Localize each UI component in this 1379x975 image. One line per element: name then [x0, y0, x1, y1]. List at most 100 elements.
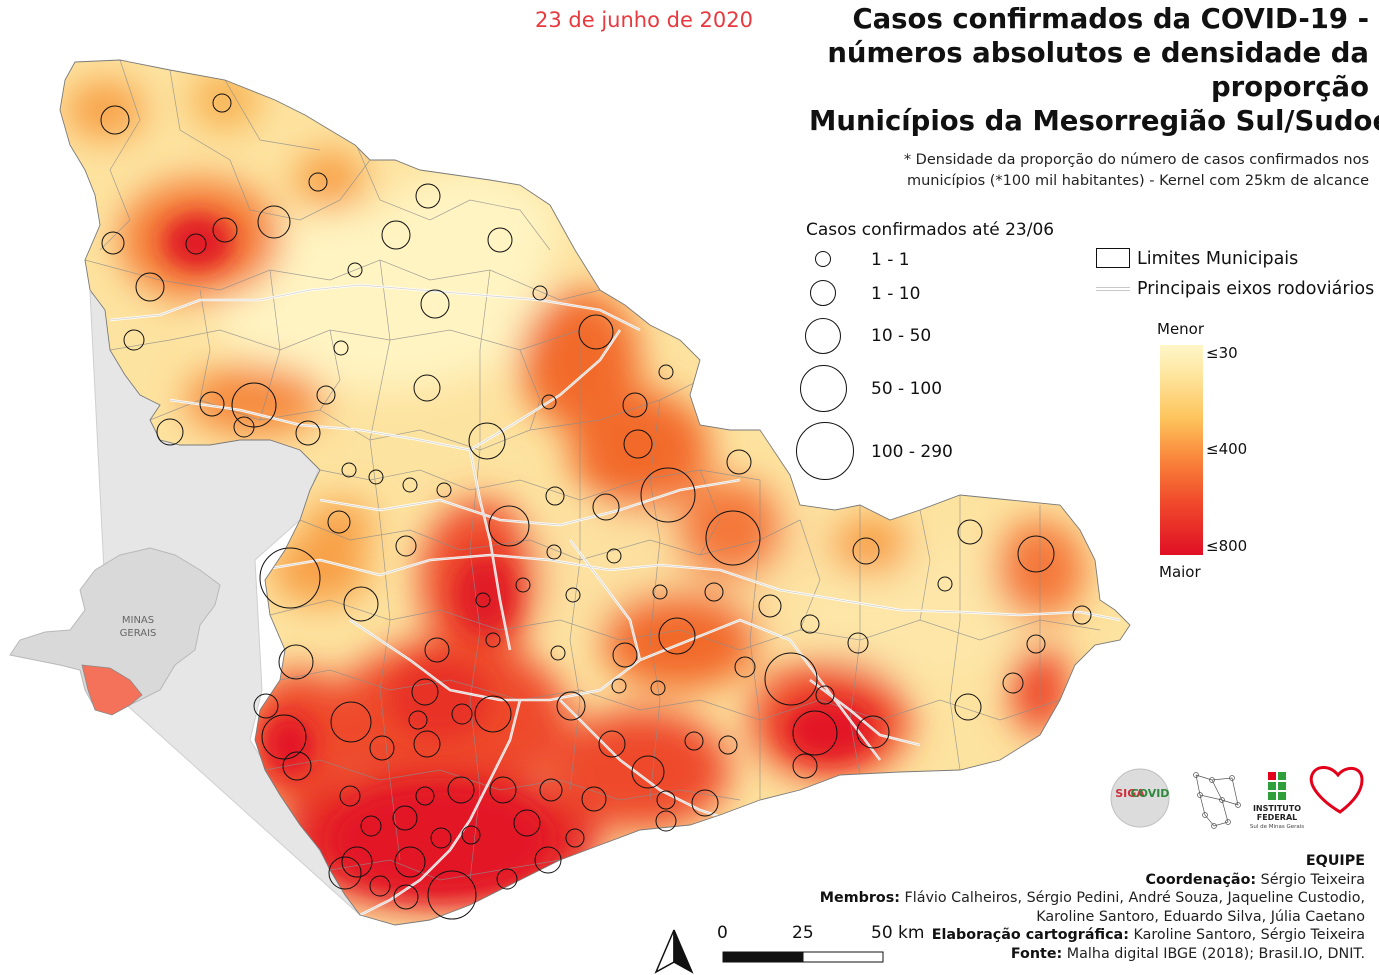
case-circle — [550, 645, 566, 661]
case-circle — [1072, 605, 1092, 625]
case-circle — [402, 477, 418, 493]
region-highlight — [81, 664, 143, 716]
case-circle — [308, 172, 328, 192]
case-circle — [436, 482, 452, 498]
ramp-break-label: ≤30 — [1206, 344, 1238, 362]
case-circle — [278, 644, 314, 680]
case-circle — [420, 289, 450, 319]
case-circle — [598, 730, 626, 758]
case-circle — [578, 314, 614, 350]
case-circle — [565, 828, 585, 848]
title-line: proporção — [1210, 71, 1369, 103]
carto-value: Karoline Santoro, Sérgio Teixeira — [1128, 927, 1365, 944]
map-title: Casos confirmados da COVID-19 - números … — [809, 2, 1379, 138]
case-circle — [606, 548, 622, 564]
case-circle — [691, 789, 719, 817]
case-circle — [545, 486, 565, 506]
network-logo — [1193, 772, 1241, 829]
case-circle — [704, 582, 724, 602]
case-circle — [327, 510, 351, 534]
case-circle — [411, 678, 439, 706]
case-circle — [705, 510, 761, 566]
density-color-ramp — [1160, 345, 1203, 555]
case-circle — [369, 735, 395, 761]
legend-circle-100-290 — [796, 422, 854, 480]
members-value-cont: Karoline Santoro, Eduardo Silva, Júlia C… — [1036, 908, 1365, 925]
case-circle — [556, 691, 586, 721]
coord-value: Sérgio Teixeira — [1256, 871, 1365, 888]
scale-label: 0 — [717, 923, 728, 943]
case-circle — [656, 790, 676, 810]
case-circle — [726, 449, 752, 475]
case-circle — [430, 827, 452, 849]
case-circle — [792, 753, 818, 779]
case-circle — [539, 778, 563, 802]
case-circle — [541, 394, 557, 410]
team-credits: EQUIPE Coordenação: Sérgio Teixeira Memb… — [805, 852, 1365, 964]
case-circle — [156, 418, 184, 446]
case-circle — [937, 576, 953, 592]
team-header: EQUIPE — [1305, 853, 1365, 869]
legend-class-label: 100 - 290 — [871, 442, 953, 462]
case-circle — [212, 217, 238, 243]
region-outline — [59, 59, 1131, 926]
legend-class-label: 1 - 1 — [871, 250, 910, 270]
case-circle — [123, 329, 145, 351]
case-circle — [368, 469, 384, 485]
source-value: Malha digital IBGE (2018); Brasil.IO, DN… — [1062, 945, 1365, 962]
case-circle — [496, 868, 518, 890]
case-circle — [764, 652, 818, 706]
case-circle — [427, 870, 477, 920]
case-circle — [684, 731, 704, 751]
case-circle — [185, 233, 207, 255]
case-circle — [652, 584, 668, 600]
institute-logo-text: FEDERAL — [1257, 813, 1297, 822]
case-circle — [734, 656, 756, 678]
legend-circle-1-1 — [815, 251, 831, 267]
case-circle — [468, 422, 506, 460]
ramp-break-label: ≤800 — [1206, 537, 1248, 555]
members-label: Membros: — [819, 890, 900, 907]
institute-logo-text: INSTITUTO — [1253, 804, 1301, 813]
case-circle — [424, 637, 450, 663]
case-circle — [316, 385, 336, 405]
title-line: Casos confirmados da COVID-19 - — [852, 3, 1369, 35]
case-circle — [487, 227, 513, 253]
case-circle — [611, 678, 627, 694]
case-circle — [658, 617, 696, 655]
municipal-limits-label: Limites Municipais — [1137, 249, 1299, 269]
case-circle — [474, 695, 512, 733]
case-circle — [1002, 672, 1024, 694]
case-circle — [101, 231, 125, 255]
case-circle — [257, 205, 291, 239]
case-circle — [581, 786, 607, 812]
legend-class-label: 1 - 10 — [871, 284, 921, 304]
source-label: Fonte: — [1010, 945, 1063, 962]
case-circle — [485, 632, 501, 648]
covid-logo-text: COVID — [1131, 787, 1170, 800]
case-circle — [199, 391, 225, 417]
case-circle — [447, 776, 475, 804]
case-circle — [534, 846, 562, 874]
case-circle — [622, 392, 648, 418]
municipal-limits-swatch — [1096, 248, 1130, 268]
case-circle — [815, 685, 835, 705]
scale-bar — [722, 951, 884, 963]
case-circle — [1026, 634, 1046, 654]
case-circles — [100, 93, 1092, 920]
case-circle — [650, 680, 666, 696]
members-value: Flávio Calheiros, Sérgio Pedini, André S… — [899, 890, 1365, 907]
case-circle — [415, 786, 435, 806]
case-circle — [392, 805, 418, 831]
case-circle — [408, 710, 428, 730]
case-circle — [259, 547, 321, 609]
case-circle — [475, 592, 491, 608]
case-circle — [718, 735, 738, 755]
case-circle — [515, 577, 531, 593]
roads-swatch — [1096, 287, 1130, 291]
scale-label: 25 — [792, 923, 814, 943]
case-circle — [856, 715, 890, 749]
legend-class-label: 50 - 100 — [871, 379, 943, 399]
institute-logo-text: Sul de Minas Gerais — [1250, 824, 1304, 830]
